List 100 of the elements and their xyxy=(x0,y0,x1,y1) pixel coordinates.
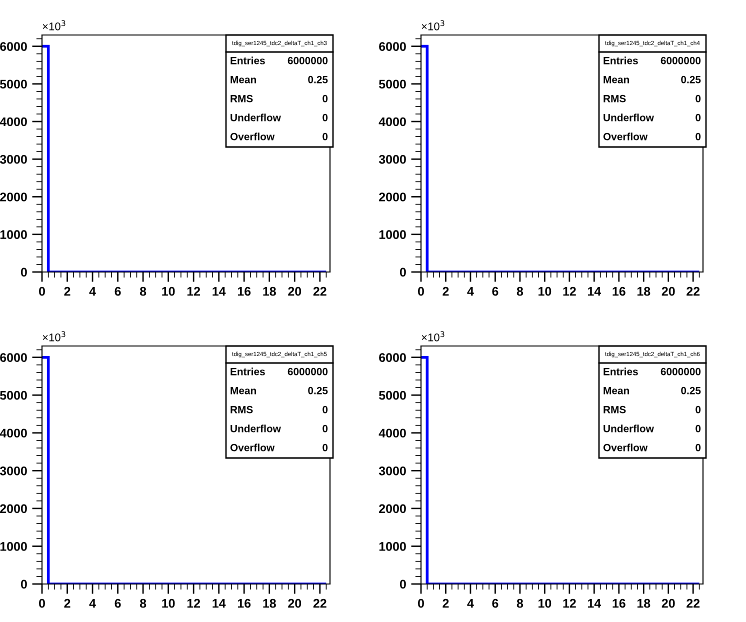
x-tick-label: 16 xyxy=(238,286,251,296)
annotation: 0 xyxy=(322,406,328,414)
x-tick-label: 0 xyxy=(418,286,424,296)
annotation: 0 xyxy=(322,132,328,140)
x-tick-label: 12 xyxy=(187,598,200,608)
x-tick-label: 16 xyxy=(612,286,626,296)
annotation: 0.25 xyxy=(681,76,701,84)
y-tick-label: 6000 xyxy=(379,42,406,51)
annotation: RMS xyxy=(230,406,253,414)
x-tick-label: 2 xyxy=(442,598,449,608)
x-tick-label: 4 xyxy=(467,287,474,296)
y-tick-label: 3000 xyxy=(378,466,406,476)
y-tick-label: 3000 xyxy=(0,154,27,164)
annotation: 0 xyxy=(696,424,701,432)
annotation: Overflow xyxy=(603,444,648,452)
annotation: 6000000 xyxy=(288,368,328,376)
x-tick-label: 14 xyxy=(212,287,226,296)
x-tick-label: 18 xyxy=(637,286,650,296)
x-tick-label: 4 xyxy=(89,599,96,608)
x-tick-label: 8 xyxy=(140,598,146,608)
x-tick-label: 0 xyxy=(39,286,45,296)
y-tick-label: 4000 xyxy=(378,428,406,438)
y-tick-label: 6000 xyxy=(0,42,27,51)
annotation: 6000000 xyxy=(288,56,328,64)
y-tick-label: 0 xyxy=(20,580,27,589)
y-tick-label: 2000 xyxy=(0,504,27,514)
annotation: Underflow xyxy=(230,424,281,432)
annotation: Overflow xyxy=(603,132,648,140)
annotation: Overflow xyxy=(230,444,275,452)
x-tick-label: 14 xyxy=(212,599,226,608)
text: ×10$^{3}$ xyxy=(422,20,444,30)
y-tick-label: 6000 xyxy=(379,353,406,362)
annotation: 0.25 xyxy=(308,76,328,84)
x-tick-label: 6 xyxy=(492,598,498,608)
annotation: 6000000 xyxy=(660,368,701,376)
x-tick-label: 10 xyxy=(162,286,175,296)
annotation: RMS xyxy=(604,406,626,414)
x-tick-label: 4 xyxy=(467,599,474,608)
annotation: 0 xyxy=(322,94,328,102)
annotation: Entries xyxy=(604,56,638,64)
x-tick-label: 2 xyxy=(64,286,70,296)
x-tick-label: 0 xyxy=(39,598,45,608)
annotation: 0 xyxy=(322,424,328,432)
annotation: Entries xyxy=(604,368,638,376)
text: ×10$^{3}$ xyxy=(42,20,66,30)
x-tick-label: 22 xyxy=(686,286,700,296)
y-tick-label: 1000 xyxy=(379,230,406,240)
y-tick-label: 4000 xyxy=(378,117,406,126)
x-tick-label: 6 xyxy=(492,286,498,296)
x-tick-label: 14 xyxy=(588,599,602,608)
y-tick-label: 1000 xyxy=(379,542,406,551)
y-tick-label: 2000 xyxy=(379,504,406,514)
x-tick-label: 22 xyxy=(686,598,700,608)
y-tick-label: 2000 xyxy=(379,192,406,202)
annotation: Mean xyxy=(604,76,629,84)
x-tick-label: 20 xyxy=(288,598,302,608)
x-tick-label: 14 xyxy=(588,287,602,296)
annotation: 0 xyxy=(322,444,328,452)
x-tick-label: 6 xyxy=(114,598,121,608)
x-tick-label: 16 xyxy=(612,598,626,608)
x-tick-label: 18 xyxy=(263,286,276,296)
annotation: Underflow xyxy=(604,114,654,122)
x-tick-label: 12 xyxy=(563,286,576,296)
y-tick-label: 5000 xyxy=(378,80,406,89)
annotation: 0.25 xyxy=(681,386,701,394)
annotation: Overflow xyxy=(230,132,275,140)
y-tick-label: 4000 xyxy=(0,117,27,126)
annotation: Mean xyxy=(230,387,256,394)
y-tick-label: 5000 xyxy=(0,80,27,89)
y-tick-label: 0 xyxy=(20,268,27,277)
y-tick-label: 5000 xyxy=(0,390,27,400)
annotation: 0 xyxy=(696,406,701,414)
x-tick-label: 10 xyxy=(538,286,552,296)
x-tick-label: 12 xyxy=(187,286,200,296)
x-tick-label: 10 xyxy=(538,598,552,608)
x-tick-label: 18 xyxy=(637,598,650,608)
y-tick-label: 0 xyxy=(400,268,406,277)
x-tick-label: 8 xyxy=(516,598,524,608)
y-tick-label: 1000 xyxy=(0,542,27,551)
x-tick-label: 2 xyxy=(442,286,449,296)
text: ×10$^{3}$ xyxy=(42,331,66,342)
y-tick-label: 0 xyxy=(400,580,406,589)
x-tick-label: 8 xyxy=(516,286,524,296)
annotation: Underflow xyxy=(604,424,654,432)
x-tick-label: 0 xyxy=(418,598,424,608)
y-tick-label: 1000 xyxy=(0,230,27,240)
annotation: 0 xyxy=(696,444,701,452)
annotation: 0.25 xyxy=(308,386,328,394)
y-tick-label: 5000 xyxy=(378,390,406,400)
x-tick-label: 20 xyxy=(288,286,302,296)
annotation: Entries xyxy=(230,368,265,376)
annotation: Mean xyxy=(230,76,256,84)
x-tick-label: 20 xyxy=(662,598,675,608)
x-tick-label: 12 xyxy=(563,598,576,608)
annotation: Entries xyxy=(230,56,265,64)
annotation: 0 xyxy=(696,132,701,140)
annotation: RMS xyxy=(604,94,626,102)
annotation: Underflow xyxy=(230,114,281,122)
x-tick-label: 4 xyxy=(89,287,96,296)
y-tick-label: 6000 xyxy=(0,353,27,362)
